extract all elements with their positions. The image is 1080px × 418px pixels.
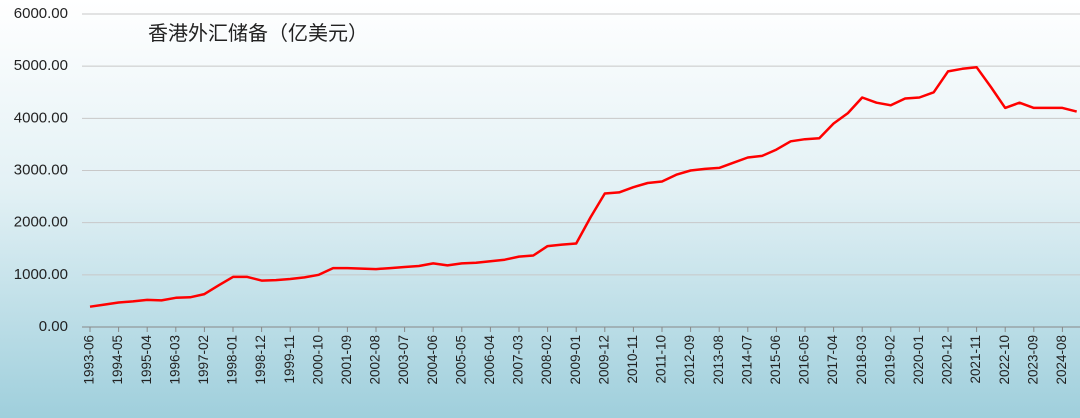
x-tick-label: 2016-05 [797, 335, 812, 385]
y-tick-label: 6000.00 [14, 5, 68, 22]
x-tick-label: 2009-12 [596, 335, 611, 385]
x-tick-label: 2004-06 [425, 335, 440, 385]
y-tick-label: 1000.00 [14, 266, 68, 283]
x-tick-label: 1998-01 [225, 335, 240, 385]
x-tick-label: 2024-08 [1054, 335, 1069, 385]
x-tick-label: 2001-09 [339, 335, 354, 385]
x-tick-label: 2012-09 [682, 335, 697, 385]
x-tick-label: 2021-11 [968, 335, 983, 384]
x-tick-label: 2002-08 [368, 335, 383, 385]
y-tick-label: 4000.00 [14, 109, 68, 126]
x-tick-label: 2014-07 [739, 335, 754, 385]
x-tick-label: 2008-02 [539, 335, 554, 385]
x-tick-label: 2005-05 [453, 335, 468, 385]
y-tick-label: 3000.00 [14, 161, 68, 178]
x-tick-label: 2003-07 [396, 335, 411, 385]
x-tick-label: 2009-01 [568, 335, 583, 385]
x-tick-label: 2000-10 [310, 335, 325, 385]
x-tick-label: 1993-06 [82, 335, 97, 385]
x-tick-label: 2017-04 [825, 335, 840, 385]
x-tick-label: 2013-08 [711, 335, 726, 385]
y-tick-label: 0.00 [39, 318, 68, 335]
data-line [89, 65, 1078, 308]
x-tick-label: 1996-03 [167, 335, 182, 385]
x-tick-label: 1994-05 [110, 335, 125, 385]
x-tick-label: 2006-04 [482, 335, 497, 385]
x-tick-label: 1998-12 [253, 335, 268, 385]
x-tick-label: 2023-09 [1025, 335, 1040, 385]
y-tick-label: 5000.00 [14, 57, 68, 74]
x-tick-label: 2022-10 [997, 335, 1012, 385]
chart-title: 香港外汇储备（亿美元） [148, 22, 368, 45]
y-tick-label: 2000.00 [14, 214, 68, 231]
x-tick-label: 2019-02 [882, 335, 897, 385]
x-tick-label: 2020-01 [911, 335, 926, 385]
x-tick-label: 1995-04 [139, 335, 154, 385]
x-tick-label: 2018-03 [854, 335, 869, 385]
x-tick-label: 2007-03 [511, 335, 526, 385]
x-tick-label: 1999-11 [282, 335, 297, 384]
x-tick-label: 2015-06 [768, 335, 783, 385]
x-tick-label: 2011-10 [654, 335, 669, 384]
x-tick-label: 2010-11 [625, 335, 640, 384]
x-tick-label: 2020-12 [940, 335, 955, 385]
x-tick-label: 1997-02 [196, 335, 211, 385]
